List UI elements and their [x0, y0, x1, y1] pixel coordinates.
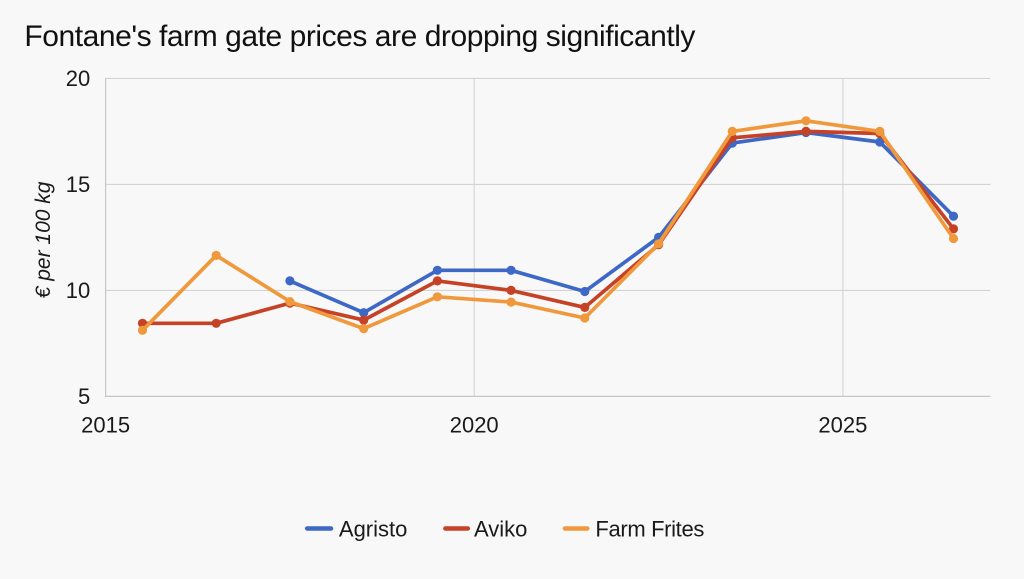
svg-text:€ per 100 kg: € per 100 kg	[32, 181, 55, 298]
svg-text:Farm Frites: Farm Frites	[595, 516, 704, 541]
svg-text:Aviko: Aviko	[474, 516, 527, 541]
svg-text:15: 15	[66, 172, 90, 197]
svg-text:2015: 2015	[81, 413, 130, 438]
svg-text:2025: 2025	[818, 413, 867, 438]
svg-text:2020: 2020	[450, 413, 499, 438]
svg-text:5: 5	[78, 384, 90, 409]
svg-text:Agristo: Agristo	[339, 516, 407, 541]
svg-text:10: 10	[66, 278, 90, 303]
svg-text:20: 20	[66, 66, 90, 91]
svg-text:Fontane's farm gate prices are: Fontane's farm gate prices are dropping …	[24, 20, 695, 53]
